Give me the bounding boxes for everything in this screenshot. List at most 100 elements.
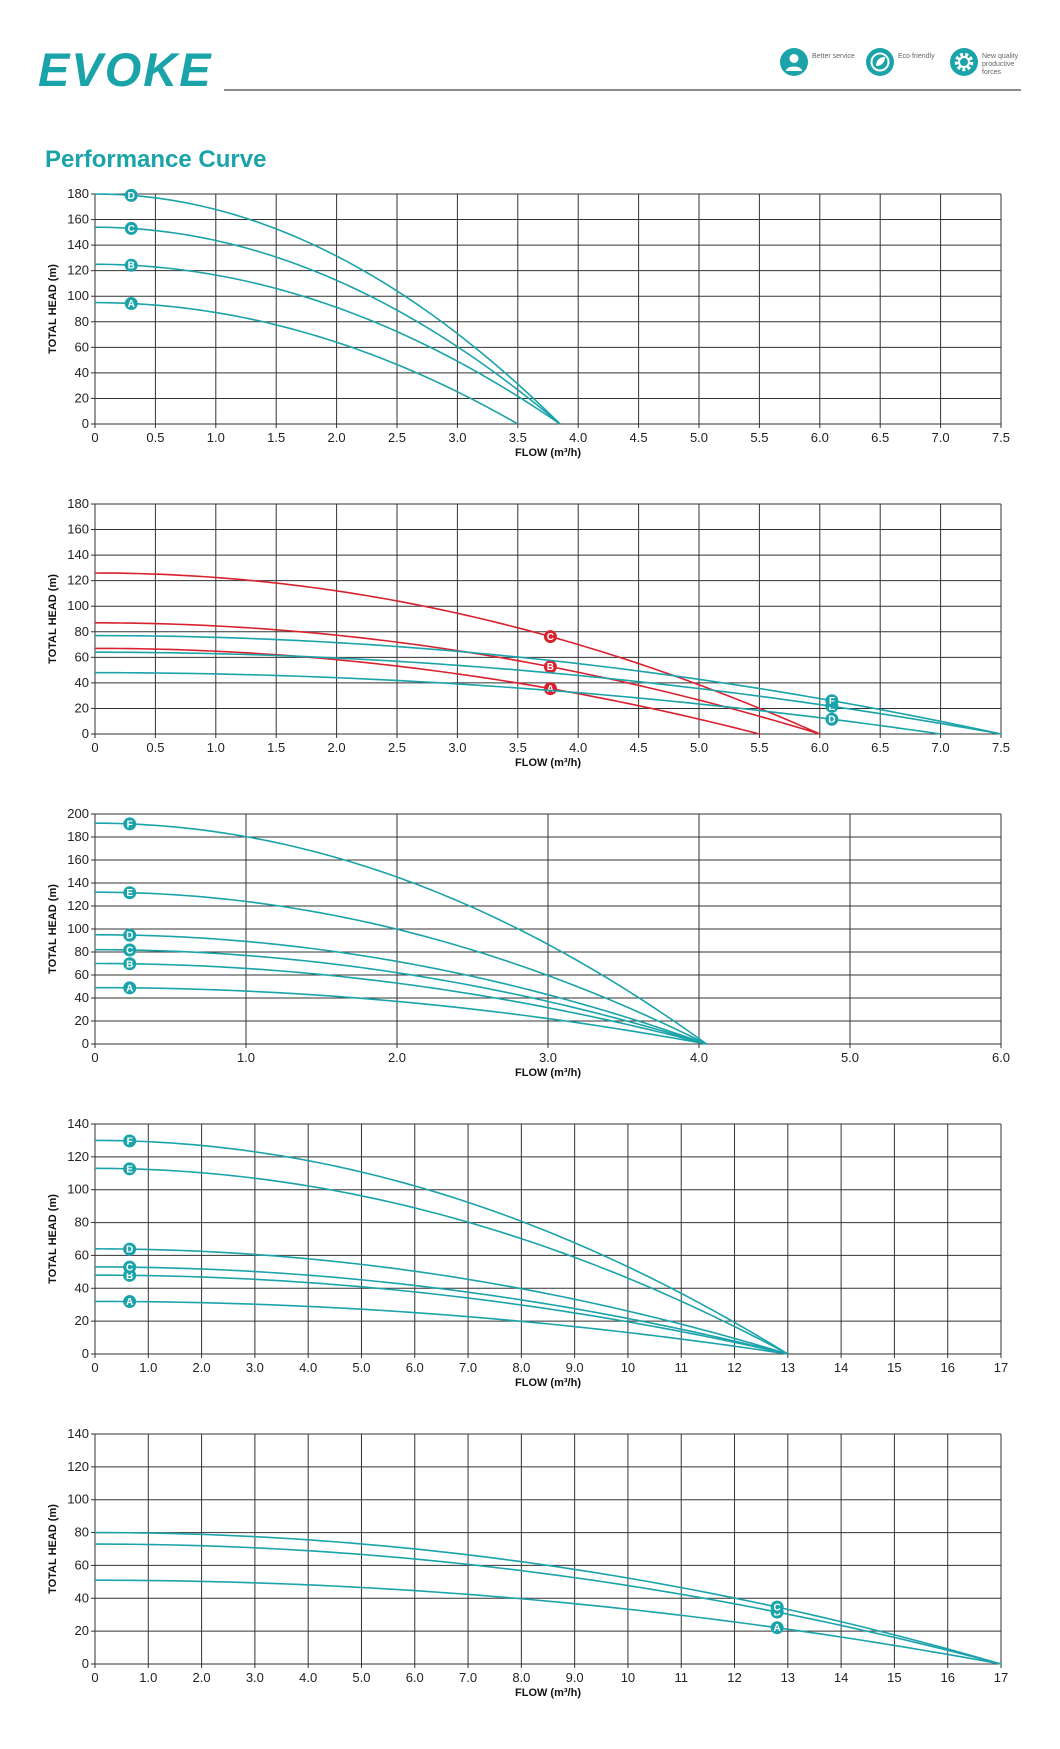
y-tick-label: 140 (67, 547, 89, 562)
x-tick-label: 2.0 (328, 430, 346, 445)
x-tick-label: 5.0 (690, 430, 708, 445)
series-line-a (94, 301, 519, 425)
series-line-f (94, 822, 708, 1045)
x-axis-label: FLOW (m³/h) (515, 1687, 581, 1699)
series-marker-c (770, 1600, 784, 1614)
y-tick-label: 80 (75, 1525, 89, 1540)
x-tick-label: 9.0 (566, 1670, 584, 1685)
y-tick-label: 40 (75, 1590, 89, 1605)
series-line-c (94, 1266, 789, 1355)
y-tick-label: 180 (67, 496, 89, 511)
y-tick-label: 0 (82, 416, 89, 431)
y-tick-label: 0 (82, 1656, 89, 1671)
x-tick-label: 4.0 (569, 740, 587, 755)
x-tick-label: 7.5 (992, 430, 1010, 445)
series-line-e (94, 891, 707, 1045)
x-tick-label: 17 (994, 1360, 1008, 1375)
x-tick-label: 2.5 (388, 740, 406, 755)
series-line-f (94, 634, 1002, 735)
series-marker-b (124, 258, 138, 272)
series-label: F (127, 1136, 133, 1147)
x-tick-label: 2.0 (388, 1050, 406, 1065)
series-marker-e (123, 1162, 137, 1176)
series-line-d (94, 193, 561, 425)
gear-icon (950, 48, 978, 76)
series-marker-f (825, 694, 839, 708)
y-tick-label: 100 (67, 598, 89, 613)
x-tick-label: 1.0 (139, 1670, 157, 1685)
series-label: B (547, 662, 554, 673)
series-label: C (126, 1263, 133, 1274)
y-tick-label: 100 (67, 288, 89, 303)
y-tick-label: 100 (67, 1182, 89, 1197)
y-tick-label: 160 (67, 852, 89, 867)
series-label: C (774, 1603, 781, 1614)
x-tick-label: 6.0 (811, 430, 829, 445)
x-tick-label: 7.0 (459, 1360, 477, 1375)
series-label: D (126, 1245, 133, 1256)
series-line-c (94, 1531, 1002, 1665)
y-axis-label: TOTAL HEAD (m) (47, 1194, 59, 1284)
x-tick-label: 11 (674, 1360, 688, 1375)
badge-text: New quality productive forces (982, 53, 1019, 76)
y-tick-label: 60 (75, 649, 89, 664)
y-tick-label: 60 (75, 1557, 89, 1572)
x-tick-label: 3.0 (448, 430, 466, 445)
person-service-icon (780, 48, 808, 76)
page-title: Performance Curve (45, 146, 267, 173)
series-line-a (94, 647, 760, 735)
y-tick-label: 80 (75, 314, 89, 329)
series-label: C (126, 946, 133, 957)
y-tick-label: 60 (75, 1247, 89, 1262)
x-tick-label: 6.0 (406, 1670, 424, 1685)
performance-chart-1: 0 0.5 1.0 1.5 2.0 2.5 3.0 3.5 4.0 4.5 5.0 5.5 6.0 6.5… (47, 186, 1010, 459)
x-tick-label: 13 (781, 1360, 795, 1375)
badge-text: Better service (812, 53, 855, 60)
series-marker-c (123, 943, 137, 957)
y-tick-label: 120 (67, 898, 89, 913)
x-tick-label: 0 (91, 1050, 98, 1065)
y-tick-label: 120 (67, 263, 89, 278)
performance-chart-3: 0 1.0 2.0 3.0 4.0 5.0 6.0 0 20 40 60 80 100 120 140 160… (47, 806, 1010, 1079)
x-tick-label: 1.0 (207, 430, 225, 445)
series-label: E (126, 888, 133, 899)
x-tick-label: 6.0 (992, 1050, 1010, 1065)
x-tick-label: 4.0 (569, 430, 587, 445)
x-tick-label: 0 (91, 1670, 98, 1685)
x-tick-label: 4.0 (690, 1050, 708, 1065)
series-line-d (94, 1248, 789, 1355)
x-tick-label: 2.0 (193, 1360, 211, 1375)
x-tick-label: 11 (674, 1670, 688, 1685)
x-tick-label: 14 (834, 1360, 848, 1375)
y-tick-label: 120 (67, 1149, 89, 1164)
x-tick-label: 16 (940, 1360, 954, 1375)
series-line-b (94, 1543, 1002, 1665)
series-line-c (94, 572, 821, 735)
x-tick-label: 15 (887, 1670, 901, 1685)
x-tick-label: 3.0 (448, 740, 466, 755)
x-tick-label: 2.0 (328, 740, 346, 755)
x-tick-label: 4.5 (630, 430, 648, 445)
y-axis-label: TOTAL HEAD (m) (47, 264, 59, 354)
x-tick-label: 5.5 (750, 430, 768, 445)
x-tick-label: 0 (91, 430, 98, 445)
x-tick-label: 2.0 (193, 1670, 211, 1685)
x-tick-label: 9.0 (566, 1360, 584, 1375)
y-tick-label: 0 (82, 1346, 89, 1361)
x-tick-label: 12 (727, 1670, 741, 1685)
x-tick-label: 6.5 (871, 430, 889, 445)
y-tick-label: 160 (67, 212, 89, 227)
series-line-b (94, 1274, 788, 1355)
x-tick-label: 12 (727, 1360, 741, 1375)
y-tick-label: 0 (82, 1036, 89, 1051)
y-tick-label: 80 (75, 1215, 89, 1230)
series-marker-c (543, 630, 557, 644)
y-tick-label: 180 (67, 186, 89, 201)
series-line-d (94, 671, 941, 735)
series-label: A (126, 983, 133, 994)
header-rule (224, 89, 1021, 91)
x-tick-label: 0.5 (146, 430, 164, 445)
x-tick-label: 14 (834, 1670, 848, 1685)
x-tick-label: 3.0 (539, 1050, 557, 1065)
series-label: A (126, 1297, 133, 1308)
